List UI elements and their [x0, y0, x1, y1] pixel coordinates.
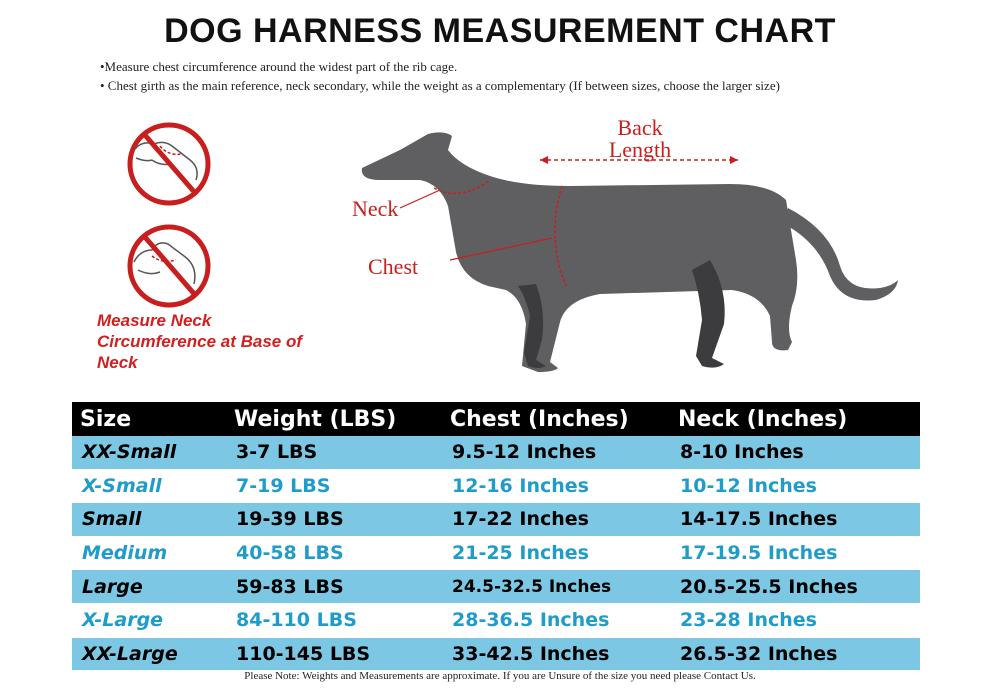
note-chest-girth-reference: • Chest girth as the main reference, nec… — [100, 78, 780, 93]
header-size: Size — [72, 402, 226, 436]
neck-cell: 10-12 Inches — [670, 469, 920, 504]
chest-cell: 33-42.5 Inches — [442, 637, 670, 672]
dog-silhouette-illustration — [361, 132, 898, 372]
weight-cell: 59-83 LBS — [226, 569, 442, 604]
footer-disclaimer: Please Note: Weights and Measurements ar… — [244, 670, 756, 682]
table-header-row: Size Weight (LBS) Chest (Inches) Neck (I… — [72, 402, 920, 436]
chest-cell: 21-25 Inches — [442, 536, 670, 571]
chest-cell: 17-22 Inches — [442, 502, 670, 537]
weight-cell: 19-39 LBS — [226, 502, 442, 537]
incorrect-neck-measure-icon — [127, 122, 211, 206]
measure-neck-instruction: Measure Neck Circumference at Base of Ne… — [97, 311, 303, 372]
neck-cell: 14-17.5 Inches — [670, 502, 920, 537]
incorrect-throat-measure-icon — [127, 224, 211, 308]
weight-cell: 110-145 LBS — [226, 637, 442, 672]
header-weight: Weight (LBS) — [226, 402, 442, 436]
table-row: XX-Large 110-145 LBS 33-42.5 Inches 26.5… — [72, 637, 920, 672]
table-row: Large 59-83 LBS 24.5-32.5 Inches 20.5-25… — [72, 569, 920, 604]
note-measure-chest: •Measure chest circumference around the … — [100, 59, 458, 74]
size-cell: Small — [72, 502, 226, 537]
weight-cell: 3-7 LBS — [226, 436, 442, 470]
size-cell: XX-Small — [72, 436, 226, 470]
neck-label: Neck — [352, 196, 399, 221]
neck-cell: 23-28 Inches — [670, 603, 920, 638]
table-row: X-Small 7-19 LBS 12-16 Inches 10-12 Inch… — [72, 469, 920, 504]
size-cell: X-Small — [72, 469, 226, 504]
weight-cell: 7-19 LBS — [226, 469, 442, 504]
chest-label: Chest — [368, 254, 419, 279]
table-row: XX-Small 3-7 LBS 9.5-12 Inches 8-10 Inch… — [72, 436, 920, 470]
back-length-label: Back Length — [608, 115, 672, 162]
header-chest: Chest (Inches) — [442, 402, 670, 436]
weight-cell: 40-58 LBS — [226, 536, 442, 571]
weight-cell: 84-110 LBS — [226, 603, 442, 638]
size-chart-table: Size Weight (LBS) Chest (Inches) Neck (I… — [72, 402, 920, 672]
chest-cell: 28-36.5 Inches — [442, 603, 670, 638]
neck-cell: 17-19.5 Inches — [670, 536, 920, 571]
neck-cell: 20.5-25.5 Inches — [670, 569, 920, 604]
page-title: DOG HARNESS MEASUREMENT CHART — [164, 12, 836, 50]
header-neck: Neck (Inches) — [670, 402, 920, 436]
size-cell: Medium — [72, 536, 226, 571]
size-cell: Large — [72, 569, 226, 604]
neck-cell: 26.5-32 Inches — [670, 637, 920, 672]
neck-cell: 8-10 Inches — [670, 436, 920, 470]
table-row: X-Large 84-110 LBS 28-36.5 Inches 23-28 … — [72, 603, 920, 638]
chest-cell: 24.5-32.5 Inches — [442, 569, 670, 604]
table-row: Small 19-39 LBS 17-22 Inches 14-17.5 Inc… — [72, 502, 920, 537]
chest-cell: 9.5-12 Inches — [442, 436, 670, 470]
size-cell: XX-Large — [72, 637, 226, 672]
table-row: Medium 40-58 LBS 21-25 Inches 17-19.5 In… — [72, 536, 920, 571]
size-cell: X-Large — [72, 603, 226, 638]
chest-cell: 12-16 Inches — [442, 469, 670, 504]
